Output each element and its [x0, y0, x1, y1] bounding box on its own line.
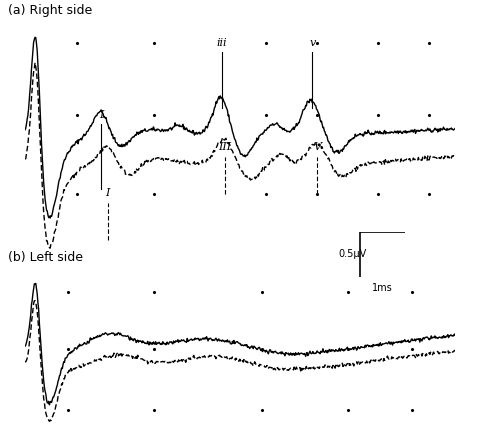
Text: (b) Left side: (b) Left side [8, 252, 83, 264]
Text: 0.5μV: 0.5μV [338, 249, 367, 259]
Text: III: III [218, 142, 231, 152]
Text: (a) Right side: (a) Right side [8, 4, 92, 17]
Text: V: V [314, 142, 322, 152]
Text: v: v [309, 37, 316, 48]
Text: I: I [99, 110, 103, 120]
Text: iii: iii [216, 37, 227, 48]
Text: I: I [106, 188, 110, 198]
Text: 1ms: 1ms [372, 283, 392, 293]
